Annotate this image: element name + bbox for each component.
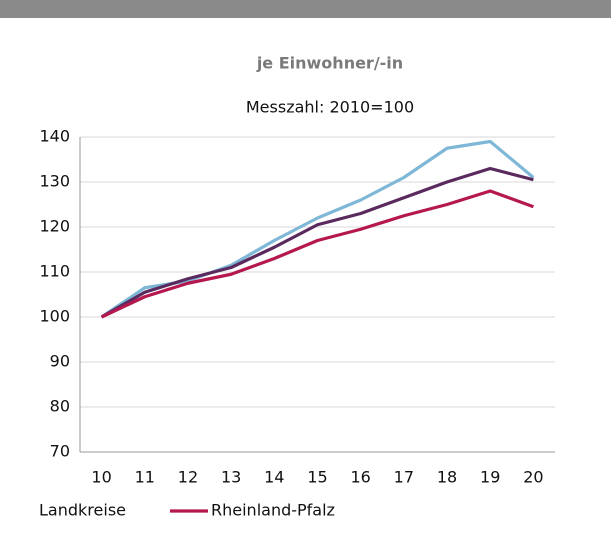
chart-subtitle: je Einwohner/-in (256, 54, 403, 73)
y-tick-label: 100 (39, 307, 70, 326)
legend-label: Landkreise (39, 501, 126, 520)
x-tick-label: 12 (178, 468, 198, 487)
x-tick-label: 16 (351, 468, 371, 487)
x-tick-label: 11 (135, 468, 155, 487)
y-tick-label: 120 (39, 217, 70, 236)
x-tick-label: 15 (307, 468, 327, 487)
x-tick-label: 17 (394, 468, 414, 487)
x-tick-label: 18 (437, 468, 457, 487)
y-tick-label: 90 (50, 352, 70, 371)
y-tick-label: 70 (50, 442, 70, 461)
y-tick-label: 130 (39, 172, 70, 191)
chart-note: Messzahl: 2010=100 (246, 98, 414, 117)
y-tick-label: 140 (39, 127, 70, 146)
x-tick-label: 19 (480, 468, 500, 487)
header-bar (0, 0, 611, 18)
x-tick-label: 10 (91, 468, 111, 487)
x-tick-label: 20 (523, 468, 543, 487)
legend-label: Rheinland-Pfalz (211, 501, 335, 520)
x-tick-label: 13 (221, 468, 241, 487)
x-tick-label: 14 (264, 468, 284, 487)
y-tick-label: 110 (39, 262, 70, 281)
series-line (100, 166, 534, 319)
y-tick-label: 80 (50, 397, 70, 416)
series-line (100, 189, 534, 319)
